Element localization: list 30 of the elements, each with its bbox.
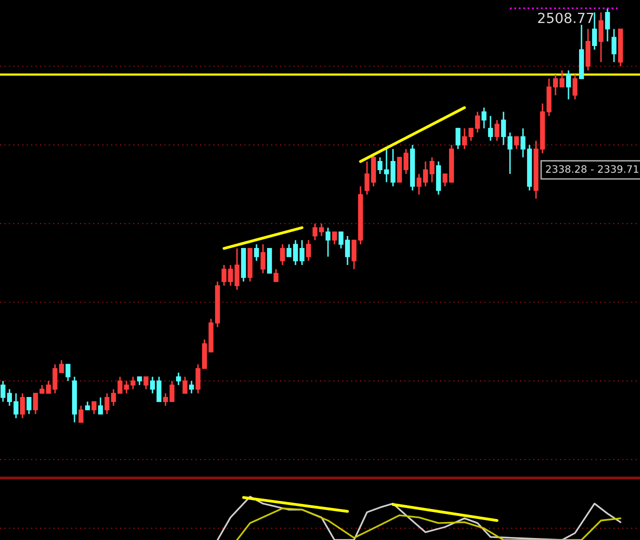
candlestick bbox=[598, 12, 604, 63]
candlestick bbox=[612, 28, 616, 63]
candlestick bbox=[66, 364, 70, 382]
candlestick bbox=[98, 396, 103, 415]
annotation: 2508.77 bbox=[538, 12, 594, 24]
candlestick bbox=[260, 244, 266, 274]
candlestick bbox=[26, 396, 32, 415]
candlestick bbox=[78, 405, 84, 424]
candlestick bbox=[144, 376, 148, 390]
candlestick bbox=[482, 106, 486, 130]
candlestick bbox=[566, 70, 571, 100]
candlestick bbox=[592, 12, 597, 50]
candlestick bbox=[92, 400, 96, 415]
candlestick bbox=[332, 231, 337, 245]
candlestick bbox=[20, 392, 25, 419]
annotation: 2338.28 - 2339.71 bbox=[546, 165, 638, 173]
candlestick bbox=[605, 8, 610, 42]
candlestick bbox=[182, 376, 188, 394]
candlestick bbox=[326, 227, 330, 258]
candlestick bbox=[306, 239, 311, 262]
candlestick bbox=[494, 119, 500, 142]
candlestick bbox=[189, 380, 194, 394]
candlestick bbox=[488, 115, 493, 142]
candlestick bbox=[280, 244, 285, 266]
candlestick bbox=[514, 136, 519, 150]
candlestick bbox=[572, 74, 578, 100]
candlestick bbox=[176, 372, 181, 386]
candlestick bbox=[254, 244, 259, 262]
candlestick bbox=[456, 128, 460, 150]
candlestick bbox=[274, 268, 278, 282]
